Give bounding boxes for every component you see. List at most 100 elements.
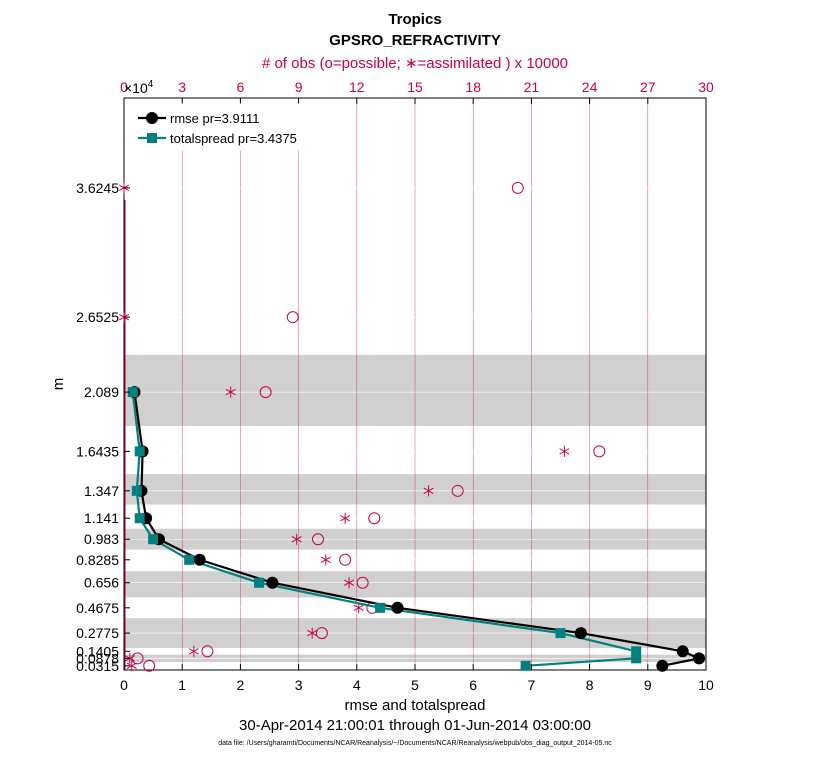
y-tick-label: 0.0315	[76, 658, 119, 674]
legend-rmse-label: rmse pr=3.9111	[170, 111, 259, 126]
y-tick-label: 0.1405	[76, 643, 119, 659]
exponent-label: ×104	[124, 79, 154, 96]
obs-possible-marker	[451, 484, 464, 497]
x-tick-label: 2	[237, 677, 245, 693]
y-tick-label: 0.8285	[76, 552, 119, 568]
obs-possible-marker	[131, 652, 144, 665]
spread-point	[131, 485, 142, 496]
obs-possible-marker	[315, 627, 328, 640]
asterisk-stroke	[188, 648, 199, 655]
spread-point	[520, 660, 531, 671]
x-axis-label: rmse and totalspread	[345, 697, 486, 714]
top-tick-label: 18	[465, 79, 481, 95]
y-axis-label: m	[50, 378, 67, 391]
top-tick-label: 6	[237, 79, 245, 95]
y-tick-label: 3.6245	[76, 180, 119, 196]
obs-possible-marker	[143, 659, 156, 672]
spread-point	[631, 653, 642, 664]
y-tick-label: 1.347	[84, 483, 119, 499]
y-tick-label: 0.2775	[76, 625, 119, 641]
asterisk-stroke	[344, 579, 355, 586]
spread-point	[134, 513, 145, 524]
y-tick-label: 0.4675	[76, 600, 119, 616]
obs-assimilated-marker	[291, 533, 302, 545]
asterisk-stroke	[307, 629, 318, 637]
x-tick-label: 1	[178, 677, 186, 693]
x-tick-label: 3	[295, 677, 303, 693]
chart-subtitle: GPSRO_REFRACTIVITY	[329, 32, 501, 49]
asterisk-stroke	[225, 388, 236, 396]
legend: rmse pr=3.9111 totalspread pr=3.4375	[131, 103, 311, 151]
y-tick-label: 2.6525	[76, 309, 119, 325]
asterisk-stroke	[423, 487, 434, 495]
obs-possible-marker	[312, 533, 324, 546]
x-tick-label: 8	[586, 677, 594, 693]
asterisk-stroke	[559, 448, 570, 455]
spread-point	[555, 628, 566, 639]
x-tick-label: 6	[469, 677, 477, 693]
obs-assimilated-marker	[340, 512, 351, 524]
data-series	[127, 386, 706, 672]
chart-title: Tropics	[388, 11, 441, 28]
top-tick-label: 9	[295, 79, 303, 95]
asterisk-stroke	[291, 536, 302, 543]
spread-point	[134, 446, 145, 457]
x-tick-label: 0	[120, 677, 128, 693]
obs-assimilated-marker	[225, 386, 236, 398]
x-tick-label: 5	[411, 677, 419, 693]
obs-possible-marker	[339, 553, 352, 566]
asterisk-stroke	[353, 604, 364, 611]
obs-assimilated-marker	[344, 577, 355, 589]
x-tick-label: 7	[528, 677, 536, 693]
top-tick-label: 3	[178, 79, 186, 95]
rmse-point	[193, 553, 206, 566]
rmse-point	[574, 627, 587, 640]
legend-rmse-marker	[146, 112, 158, 124]
top-tick-label: 30	[698, 79, 714, 95]
obs-possible-marker	[259, 386, 272, 399]
top-tick-label: 12	[349, 79, 365, 95]
rmse-point	[266, 576, 279, 589]
obs-possible-marker	[593, 445, 606, 458]
x-tick-label: 10	[698, 677, 714, 693]
rmse-point	[391, 601, 404, 614]
spread-point	[254, 577, 265, 588]
y-tick-label: 2.089	[84, 384, 119, 400]
legend-spread-label: totalspread pr=3.4375	[170, 131, 297, 146]
y-tick-label: 0.656	[84, 575, 119, 591]
obs-possible-marker	[286, 311, 299, 324]
top-tick-label: 21	[524, 79, 540, 95]
obs-assimilated-marker	[320, 554, 331, 566]
obs-assimilated-marker	[307, 627, 318, 639]
obs-possible-marker	[368, 512, 381, 525]
spread-point	[184, 554, 195, 565]
top-tick-label: 27	[640, 79, 656, 95]
date-range: 30-Apr-2014 21:00:01 through 01-Jun-2014…	[239, 717, 591, 734]
obs-count-markers	[118, 181, 606, 672]
obs-assimilated-marker	[559, 445, 570, 457]
obs-possible-marker	[356, 576, 369, 589]
top-axis-label: # of obs (o=possible; ∗=assimilated ) x …	[262, 55, 568, 72]
top-tick-label: 15	[407, 79, 423, 95]
spread-point	[148, 534, 159, 545]
spread-point	[127, 387, 138, 398]
top-tick-label: 0	[120, 79, 128, 95]
y-tick-label: 1.6435	[76, 443, 119, 459]
spread-point	[375, 602, 386, 613]
x-tick-label: 4	[353, 677, 361, 693]
obs-assimilated-marker	[188, 645, 199, 657]
obs-assimilated-marker	[126, 660, 137, 672]
rmse-point	[693, 652, 706, 665]
obs-possible-marker	[511, 181, 524, 194]
x-tick-label: 9	[644, 677, 652, 693]
axes-ticks: 0 1 2 3 4 5 6 7 8 9 100 3 6 9 12 15 18 21 24 27 300.03150.08…	[76, 79, 714, 693]
data-file-footer: data file: /Users/gharamti/Documents/NCA…	[218, 740, 612, 747]
obs-possible-marker	[201, 645, 214, 658]
y-tick-label: 0.983	[84, 531, 119, 547]
legend-spread-marker	[147, 133, 157, 143]
asterisk-stroke	[126, 662, 137, 669]
rmse-point	[656, 659, 669, 672]
top-tick-label: 24	[582, 79, 598, 95]
y-tick-label: 1.141	[84, 510, 119, 526]
spread-point	[631, 646, 642, 657]
